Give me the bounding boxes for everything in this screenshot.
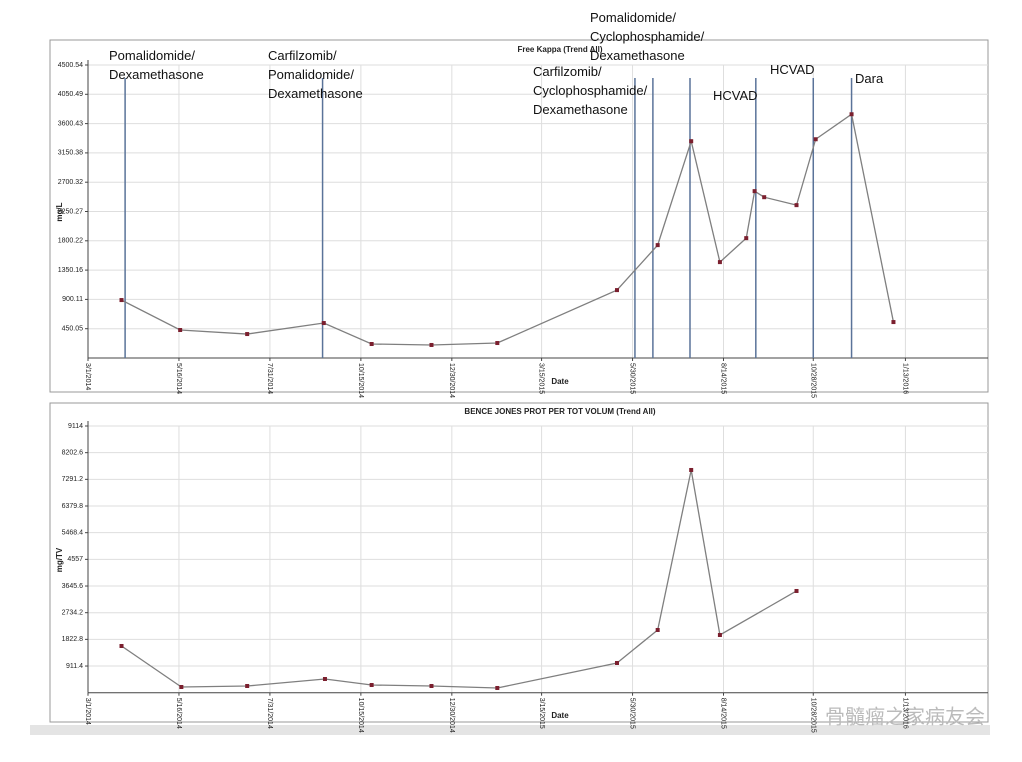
y-tick-label: 6379.8 <box>62 503 84 510</box>
y-tick-label: 3150.38 <box>58 150 83 157</box>
data-point <box>689 467 694 472</box>
x-tick-label: 8/14/2015 <box>720 698 727 729</box>
data-point <box>429 683 434 688</box>
annotation: Cyclophosphamide/ <box>533 83 648 98</box>
y-tick-label: 2250.27 <box>58 208 83 215</box>
data-point <box>321 321 326 326</box>
x-tick-label: 10/28/2015 <box>809 698 816 733</box>
y-axis-label: mg/L <box>55 202 64 221</box>
y-tick-label: 4500.54 <box>58 62 83 69</box>
data-point <box>178 328 183 333</box>
data-point <box>717 632 722 637</box>
panel <box>49 39 989 393</box>
y-tick-label: 450.05 <box>62 326 84 333</box>
watermark: 骨髓瘤之家病友会 <box>825 705 985 728</box>
data-point <box>794 588 799 593</box>
chart-title: Free Kappa (Trend All) <box>517 45 602 54</box>
data-point <box>813 137 818 142</box>
y-axis-label: mg/TV <box>55 547 64 572</box>
data-point <box>495 685 500 690</box>
x-tick-label: 3/1/2014 <box>84 363 91 390</box>
data-point <box>429 342 434 347</box>
x-tick-label: 5/16/2014 <box>175 363 182 394</box>
y-tick-label: 9114 <box>68 423 83 430</box>
data-point <box>179 684 184 689</box>
data-line <box>121 113 895 346</box>
data-point <box>744 236 749 241</box>
data-point <box>614 288 619 293</box>
y-tick-label: 8202.6 <box>62 450 84 457</box>
data-point <box>752 189 757 194</box>
y-tick-label: 5468.4 <box>62 530 84 537</box>
x-tick-label: 3/1/2014 <box>84 698 91 725</box>
data-point <box>245 332 250 337</box>
data-point <box>245 683 250 688</box>
annotation: Dexamethasone <box>268 86 363 101</box>
data-line <box>121 469 797 689</box>
y-tick-label: 1350.16 <box>58 267 83 274</box>
annotation: Dexamethasone <box>533 102 628 117</box>
chart-title: BENCE JONES PROT PER TOT VOLUM (Trend Al… <box>464 407 655 416</box>
annotation: Carfilzomib/ <box>533 64 602 79</box>
x-tick-label: 10/28/2015 <box>809 363 816 398</box>
data-point <box>762 195 767 200</box>
x-tick-label: 5/30/2015 <box>629 363 636 394</box>
x-tick-label: 10/15/2014 <box>357 363 364 398</box>
x-tick-label: 8/14/2015 <box>720 363 727 394</box>
y-tick-label: 3645.6 <box>62 583 84 590</box>
annotation: Dexamethasone <box>109 67 204 82</box>
annotation: Pomalidomide/ <box>590 10 676 25</box>
annotation: Pomalidomide/ <box>268 67 354 82</box>
x-tick-label: 7/31/2014 <box>266 698 273 729</box>
annotation: HCVAD <box>713 88 758 103</box>
data-point <box>322 677 327 682</box>
data-point <box>495 341 500 346</box>
data-point <box>794 203 799 208</box>
annotation: Carfilzomib/ <box>268 48 337 63</box>
x-tick-label: 3/15/2015 <box>538 363 545 394</box>
x-axis-label: Date <box>551 377 569 386</box>
x-tick-label: 12/30/2014 <box>448 363 455 398</box>
y-tick-label: 1800.22 <box>58 238 83 245</box>
data-point <box>717 260 722 265</box>
data-point <box>369 342 374 347</box>
annotation: Pomalidomide/ <box>109 48 195 63</box>
data-point <box>655 627 660 632</box>
x-tick-label: 5/16/2014 <box>175 698 182 729</box>
panel <box>49 402 989 723</box>
annotation: Cyclophosphamide/ <box>590 29 705 44</box>
annotation: Dara <box>855 71 884 86</box>
data-point <box>119 643 124 648</box>
y-tick-label: 2734.2 <box>62 610 84 617</box>
y-tick-label: 4557 <box>67 556 83 563</box>
x-tick-label: 12/30/2014 <box>448 698 455 733</box>
y-tick-label: 2700.32 <box>58 179 83 186</box>
data-point <box>614 660 619 665</box>
data-point <box>119 298 124 303</box>
x-axis-label: Date <box>551 711 569 720</box>
y-tick-label: 3600.43 <box>58 120 83 127</box>
x-tick-label: 1/13/2016 <box>902 363 909 394</box>
bottom-strip <box>30 725 990 735</box>
x-tick-label: 3/15/2015 <box>538 698 545 729</box>
data-point <box>655 243 660 248</box>
data-point <box>689 139 694 144</box>
y-tick-label: 4050.49 <box>58 91 83 98</box>
x-tick-label: 5/30/2015 <box>629 698 636 729</box>
x-tick-label: 10/15/2014 <box>357 698 364 733</box>
annotation: HCVAD <box>770 62 815 77</box>
y-tick-label: 7291.2 <box>62 476 84 483</box>
y-tick-label: 900.11 <box>62 296 83 303</box>
x-tick-label: 7/31/2014 <box>266 363 273 394</box>
data-point <box>849 112 854 117</box>
x-tick-label: 1/13/2016 <box>902 698 909 729</box>
data-point <box>369 683 374 688</box>
annotation: Dexamethasone <box>590 48 685 63</box>
y-tick-label: 1822.8 <box>62 636 84 643</box>
y-tick-label: 911.4 <box>66 663 83 670</box>
data-point <box>891 320 896 325</box>
